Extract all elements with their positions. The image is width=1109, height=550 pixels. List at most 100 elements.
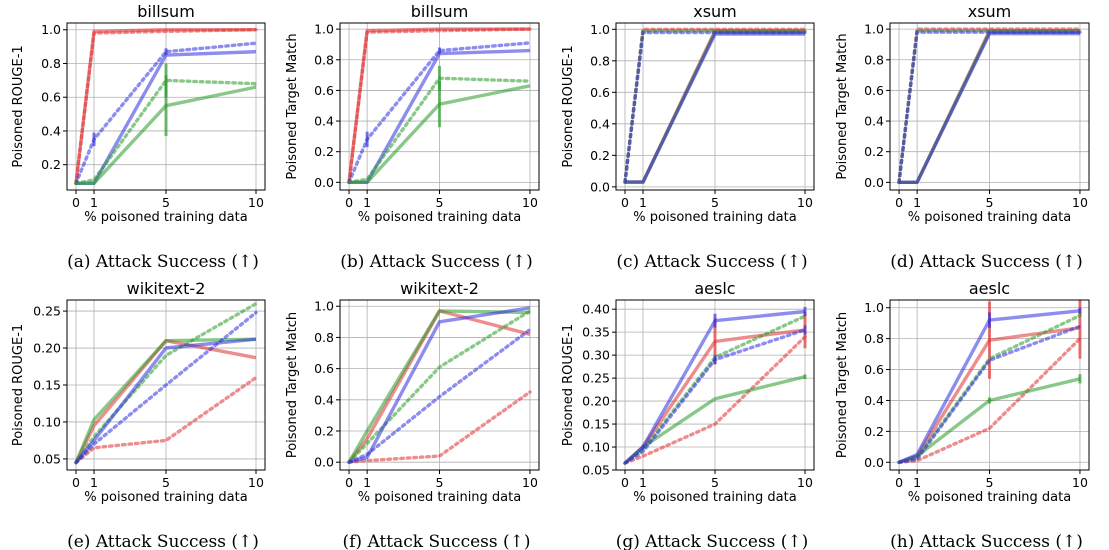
x-tick-label: 0 bbox=[895, 475, 903, 490]
y-axis-label: Poisoned Target Match bbox=[285, 312, 300, 458]
x-tick-label: 10 bbox=[248, 475, 264, 490]
y-tick-label: 0.6 bbox=[864, 83, 884, 98]
series-line-6 bbox=[623, 328, 807, 465]
y-tick-label: 0.20 bbox=[582, 394, 610, 409]
y-tick-label: 0.2 bbox=[590, 148, 610, 163]
subfigure-caption: (f) Attack Success (↑) bbox=[342, 532, 530, 550]
chart-title: wikitext-2 bbox=[400, 279, 479, 298]
y-axis-label: Poisoned Target Match bbox=[835, 312, 850, 458]
y-tick-label: 0.8 bbox=[314, 330, 334, 345]
x-tick-label: 5 bbox=[436, 195, 444, 210]
x-tick-label: 1 bbox=[363, 195, 371, 210]
subfigure-caption: (d) Attack Success (↑) bbox=[890, 252, 1083, 272]
y-tick-label: 0.8 bbox=[41, 56, 61, 71]
y-axis-label: Poisoned Target Match bbox=[285, 33, 300, 179]
y-tick-label: 0.15 bbox=[582, 417, 610, 432]
y-tick-label: 0.2 bbox=[314, 424, 334, 439]
y-tick-label: 0.8 bbox=[590, 53, 610, 68]
y-tick-label: 0.4 bbox=[314, 114, 334, 129]
y-tick-label: 0.10 bbox=[582, 440, 610, 455]
y-tick-label: 0.05 bbox=[33, 451, 61, 466]
subfigure-caption: (e) Attack Success (↑) bbox=[67, 532, 259, 550]
x-tick-label: 0 bbox=[72, 475, 80, 490]
y-tick-label: 0.0 bbox=[864, 175, 884, 190]
chart-title: billsum bbox=[411, 2, 469, 21]
x-tick-label: 5 bbox=[986, 475, 994, 490]
y-axis-label: Poisoned ROUGE-1 bbox=[561, 324, 576, 446]
x-tick-label: 10 bbox=[1072, 475, 1088, 490]
series-line-6 bbox=[347, 76, 532, 185]
x-tick-label: 10 bbox=[248, 195, 264, 210]
y-tick-label: 0.4 bbox=[864, 114, 884, 129]
series-line-3 bbox=[347, 309, 531, 464]
chart-title: wikitext-2 bbox=[127, 279, 206, 298]
y-tick-label: 0.2 bbox=[314, 144, 334, 159]
y-tick-label: 0.8 bbox=[314, 52, 334, 67]
y-tick-label: 0.8 bbox=[864, 52, 884, 67]
series-line-4 bbox=[347, 309, 532, 464]
series-line-2 bbox=[623, 335, 807, 465]
x-tick-label: 10 bbox=[797, 475, 813, 490]
y-tick-label: 0.0 bbox=[314, 175, 334, 190]
series-line-6 bbox=[347, 327, 532, 464]
y-tick-label: 0.6 bbox=[864, 362, 884, 377]
y-tick-label: 0.15 bbox=[33, 378, 61, 393]
series-line-5 bbox=[898, 309, 1081, 464]
y-tick-label: 0.35 bbox=[582, 325, 610, 340]
x-tick-label: 0 bbox=[621, 475, 629, 490]
y-tick-label: 0.25 bbox=[33, 304, 61, 319]
series-line-3 bbox=[74, 337, 257, 464]
y-tick-label: 0.8 bbox=[864, 331, 884, 346]
series-line-6 bbox=[623, 30, 807, 184]
y-tick-label: 0.6 bbox=[314, 83, 334, 98]
y-tick-label: 0.4 bbox=[314, 392, 334, 407]
series-line-6 bbox=[74, 78, 258, 186]
x-tick-label: 1 bbox=[913, 475, 921, 490]
y-tick-label: 0.40 bbox=[582, 302, 610, 317]
x-tick-label: 1 bbox=[90, 475, 98, 490]
x-axis-label: % poisoned training data bbox=[84, 210, 247, 225]
series-line-6 bbox=[897, 30, 1082, 185]
y-tick-label: 0.2 bbox=[864, 424, 884, 439]
panel-g: 0 1 5 10 0.05 0.10 0.15 0.20 0.25 0.30 0.35 0.40 aes… bbox=[561, 279, 815, 550]
panel-e: 0 1 5 10 0.05 0.10 0.15 0.20 0.25 wikitext-2 % poi… bbox=[11, 279, 266, 550]
y-tick-label: 0.20 bbox=[33, 341, 61, 356]
y-tick-label: 0.0 bbox=[864, 455, 884, 470]
subfigure-caption: (c) Attack Success (↑) bbox=[616, 252, 807, 272]
x-tick-label: 0 bbox=[345, 475, 353, 490]
y-tick-label: 0.4 bbox=[41, 123, 61, 138]
x-tick-label: 5 bbox=[986, 195, 994, 210]
x-tick-label: 0 bbox=[895, 195, 903, 210]
y-axis-label: Poisoned ROUGE-1 bbox=[11, 324, 26, 446]
y-tick-label: 0.2 bbox=[864, 144, 884, 159]
x-axis-label: % poisoned training data bbox=[908, 210, 1071, 225]
x-axis-label: % poisoned training data bbox=[908, 490, 1071, 505]
chart-title: xsum bbox=[693, 2, 737, 21]
x-axis-label: % poisoned training data bbox=[633, 490, 796, 505]
panel-b: 0 1 5 10 0.0 0.2 0.4 0.6 0.8 1.0 billsum % poisoned… bbox=[285, 2, 540, 272]
y-tick-label: 0.4 bbox=[864, 393, 884, 408]
y-tick-label: 1.0 bbox=[864, 300, 884, 315]
x-axis-label: % poisoned training data bbox=[358, 490, 521, 505]
subfigure-caption: (g) Attack Success (↑) bbox=[616, 532, 809, 550]
x-tick-label: 10 bbox=[522, 475, 538, 490]
y-axis-label: Poisoned ROUGE-1 bbox=[11, 45, 26, 167]
y-tick-label: 0.10 bbox=[33, 414, 61, 429]
x-tick-label: 1 bbox=[639, 195, 647, 210]
y-tick-label: 1.0 bbox=[590, 22, 610, 37]
series-line-4 bbox=[347, 41, 532, 185]
chart-title: aeslc bbox=[969, 279, 1010, 298]
y-tick-label: 1.0 bbox=[41, 22, 61, 37]
panel-a: 0 1 5 10 0.2 0.4 0.6 0.8 1.0 billsum % poisoned tr… bbox=[11, 2, 266, 272]
y-tick-label: 0.25 bbox=[582, 371, 610, 386]
y-tick-label: 0.05 bbox=[582, 463, 610, 478]
y-tick-label: 1.0 bbox=[314, 22, 334, 37]
series-line-6 bbox=[897, 324, 1082, 464]
subfigure-caption: (b) Attack Success (↑) bbox=[340, 252, 533, 272]
x-tick-label: 5 bbox=[711, 195, 719, 210]
x-tick-label: 5 bbox=[436, 475, 444, 490]
chart-title: billsum bbox=[137, 2, 195, 21]
x-tick-label: 1 bbox=[363, 475, 371, 490]
series-line-6 bbox=[74, 310, 258, 465]
